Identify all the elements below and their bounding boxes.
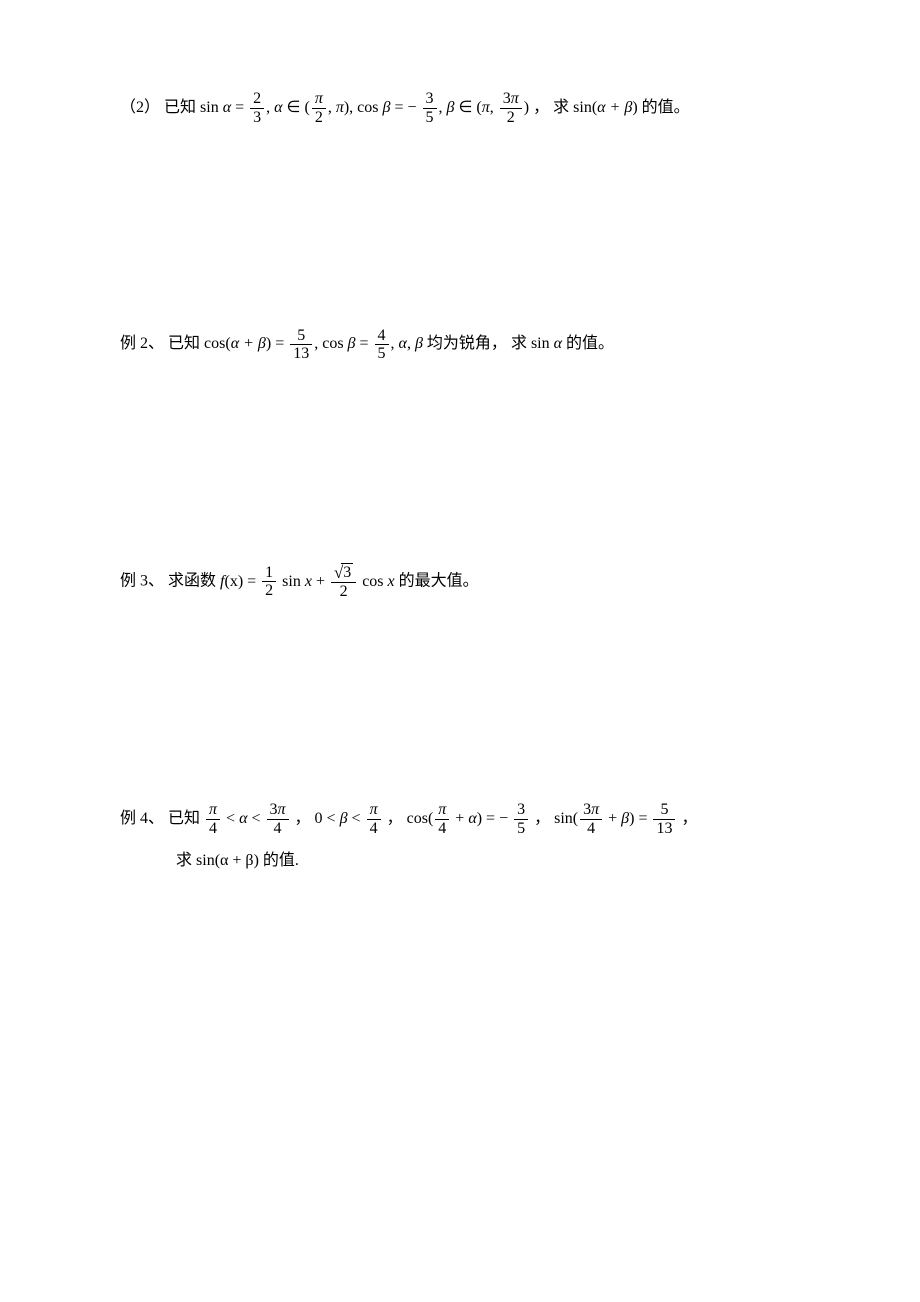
frac-5-13: 5 13 xyxy=(290,327,312,363)
label: （2） xyxy=(120,99,160,116)
fn-cos: cos xyxy=(357,99,378,116)
frac-5-13-b: 5 13 xyxy=(653,801,675,837)
frac-3pi-4: 3π 4 xyxy=(267,801,289,837)
frac-pi-4-a: π 4 xyxy=(206,801,220,837)
frac-pi-4-b: π 4 xyxy=(367,801,381,837)
fn-sin: sin xyxy=(200,99,219,116)
line-2: 求 sin(α + β) 的值. xyxy=(176,843,800,878)
frac-3pi-4-b: 3π 4 xyxy=(580,801,602,837)
frac-2-3: 2 3 xyxy=(250,90,264,126)
var-alpha: α xyxy=(223,99,231,116)
fn-cos: cos( xyxy=(204,335,231,352)
example-2: 例 2、 已知 cos(α + β) = 5 13 , cos β = 4 5 … xyxy=(120,326,800,362)
label: 例 3、 xyxy=(120,573,164,590)
example-4: 例 4、 已知 π 4 < α < 3π 4 ， 0 < β < π 4 ， c… xyxy=(120,801,800,879)
problem-2-sub: （2） 已知 sin α = 2 3 , α ∈ ( π 2 , π), cos… xyxy=(120,90,800,126)
eq: = xyxy=(235,99,244,116)
frac-4-5: 4 5 xyxy=(375,327,389,363)
label: 例 2、 xyxy=(120,335,164,352)
text-given: 已知 xyxy=(164,99,196,116)
frac-pi-4-c: π 4 xyxy=(435,801,449,837)
text-max: 的最大值。 xyxy=(399,573,479,590)
expr-sin-ab: sin(α + β) xyxy=(196,852,259,869)
text-find: 求 xyxy=(553,99,569,116)
var-beta: β xyxy=(383,99,391,116)
frac-3-5: 3 5 xyxy=(423,90,437,126)
text-value: 的值。 xyxy=(642,99,690,116)
label: 例 4、 xyxy=(120,810,164,827)
frac-sqrt3-2: √3 2 xyxy=(331,563,356,601)
frac-1-2: 1 2 xyxy=(262,564,276,600)
example-3: 例 3、 求函数 f(x) = 1 2 sin x + √3 2 cos x 的… xyxy=(120,563,800,601)
frac-3-5-b: 3 5 xyxy=(514,801,528,837)
frac-pi-2: π 2 xyxy=(312,90,326,126)
in-symbol: ∈ xyxy=(287,99,301,116)
text-acute: 均为锐角， xyxy=(427,335,507,352)
frac-3pi-2: 3π 2 xyxy=(500,90,522,126)
